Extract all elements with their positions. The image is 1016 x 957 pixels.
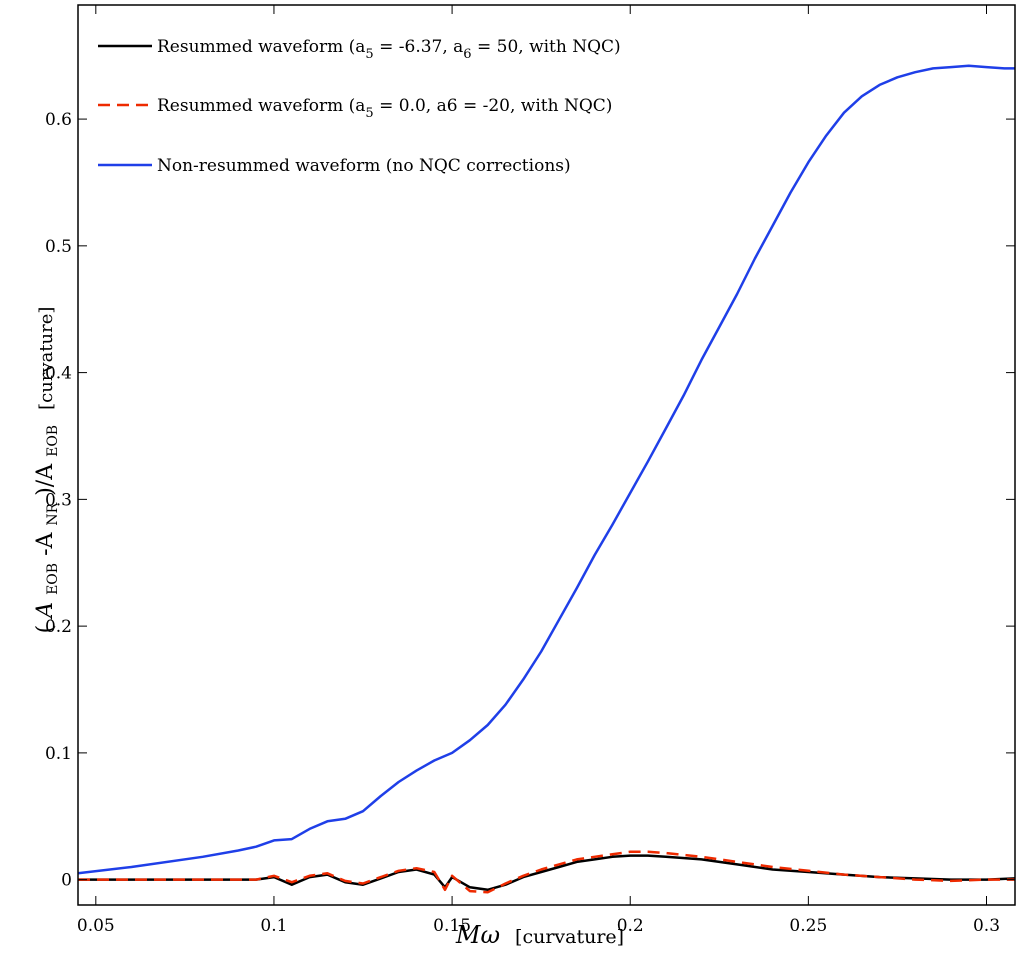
x-tick-label: 0.3 bbox=[973, 916, 1000, 936]
y-tick-label: 0 bbox=[61, 871, 72, 891]
legend-entry-1: Resummed waveform (a5 = 0.0, a6 = -20, w… bbox=[157, 96, 612, 121]
y-tick-label: 0.6 bbox=[45, 110, 72, 130]
x-axis-symbol: Mω bbox=[455, 921, 500, 949]
series-line-0 bbox=[78, 854, 1016, 892]
x-tick-label: 0.2 bbox=[617, 916, 644, 936]
series-line-1 bbox=[78, 850, 1015, 894]
x-axis-label: Mω [curvature] bbox=[455, 921, 624, 949]
legend-entry-0: Resummed waveform (a5 = -6.37, a6 = 50, … bbox=[157, 37, 621, 62]
series-line-2 bbox=[77, 64, 1015, 875]
y-tick-label: 0.3 bbox=[45, 490, 72, 510]
x-tick-label: 0.05 bbox=[77, 916, 115, 936]
plot-marks bbox=[77, 64, 1016, 894]
legend: Resummed waveform (a5 = -6.37, a6 = 50, … bbox=[98, 37, 621, 176]
y-tick-label: 0.5 bbox=[45, 237, 72, 257]
x-axis-unit: [curvature] bbox=[515, 926, 624, 948]
y-tick-label: 0.2 bbox=[45, 617, 72, 637]
x-tick-label: 0.1 bbox=[260, 916, 287, 936]
y-tick-label: 0.1 bbox=[45, 744, 72, 764]
plot-frame bbox=[77, 4, 1016, 906]
y-axis-label: ( A EOB -A NR )/A EOB [curvature] bbox=[33, 307, 63, 634]
axis-ticks: 0.05 0.1 0.15 0.2 0.25 0.3 0 0.1 0.2 0.3 0.4 0.5 0.6 bbox=[45, 5, 1015, 936]
y-tick-label: 0.4 bbox=[45, 364, 72, 384]
x-tick-label: 0.25 bbox=[789, 916, 827, 936]
legend-entry-2: Non-resummed waveform (no NQC correction… bbox=[157, 156, 571, 176]
x-tick-label: 0.15 bbox=[433, 916, 471, 936]
